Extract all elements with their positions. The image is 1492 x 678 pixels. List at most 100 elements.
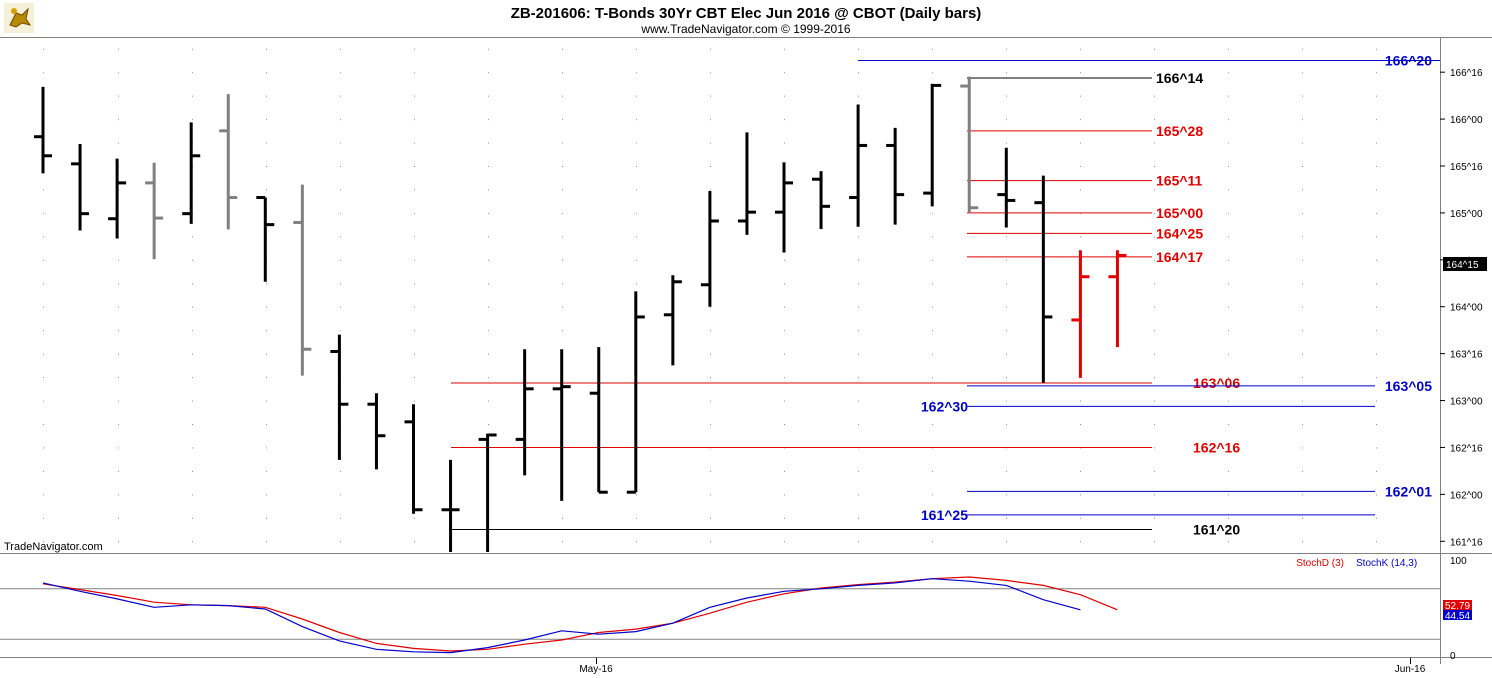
grid-dot xyxy=(1302,166,1303,167)
grid-dot xyxy=(1302,330,1303,332)
grid-dot xyxy=(1006,494,1007,496)
grid-dot xyxy=(43,377,44,379)
grid-dot xyxy=(340,517,341,519)
grid-dot xyxy=(1154,377,1155,379)
grid-dot xyxy=(562,259,563,261)
grid-dot xyxy=(562,166,563,167)
grid-dot xyxy=(340,306,341,308)
grid-dot xyxy=(858,306,859,308)
grid-dot xyxy=(1302,400,1303,402)
grid-dot xyxy=(636,95,637,97)
grid-dot xyxy=(858,517,859,519)
ohlc-bar xyxy=(71,144,90,231)
grid-dot xyxy=(488,330,489,332)
grid-dot xyxy=(784,95,785,97)
ohlc-bar xyxy=(108,158,127,239)
ohlc-bar xyxy=(849,104,868,227)
grid-dot xyxy=(488,95,489,97)
grid-dot xyxy=(784,494,785,496)
grid-dot xyxy=(1302,236,1303,238)
grid-dot xyxy=(118,517,119,519)
grid-dot xyxy=(932,283,933,285)
grid-dot xyxy=(1302,95,1303,97)
y-tick-label: 166^16 xyxy=(1450,68,1483,79)
grid-dot xyxy=(266,541,267,543)
level-label: 164^17 xyxy=(1156,249,1203,265)
grid-dot xyxy=(340,494,341,496)
grid-dot xyxy=(266,72,267,74)
grid-dot xyxy=(118,72,119,74)
grid-dot xyxy=(1154,119,1155,121)
grid-dot xyxy=(488,72,489,74)
grid-dot xyxy=(1006,517,1007,519)
grid-dot xyxy=(784,142,785,144)
grid-dot xyxy=(858,283,859,285)
grid-dot xyxy=(932,377,933,379)
stoch-k-line xyxy=(42,578,1081,654)
legend-stoch-k: StochK (14,3) xyxy=(1356,558,1417,569)
grid-dot xyxy=(1228,236,1229,238)
grid-dot xyxy=(1376,517,1377,519)
stoch-tick-0: 0 xyxy=(1450,651,1456,662)
grid-dot xyxy=(1154,306,1155,308)
grid-dot xyxy=(1302,306,1303,308)
grid-dot xyxy=(1376,494,1377,496)
y-tick-label: 163^00 xyxy=(1450,397,1483,408)
level-label: 161^20 xyxy=(1193,522,1240,538)
grid-dot xyxy=(1080,119,1081,121)
grid-dot xyxy=(43,447,44,449)
level-label: 162^16 xyxy=(1193,439,1240,455)
grid-dot xyxy=(710,494,711,496)
grid-dot xyxy=(710,95,711,97)
grid-dot xyxy=(562,72,563,74)
grid-dot xyxy=(118,400,119,402)
grid-dot xyxy=(1006,424,1007,425)
grid-dot xyxy=(340,142,341,144)
grid-dot xyxy=(1080,166,1081,167)
grid-dot xyxy=(784,541,785,543)
grid-dot xyxy=(414,189,415,191)
grid-dot xyxy=(562,283,563,285)
grid-dot xyxy=(118,424,119,425)
grid-dot xyxy=(636,494,637,496)
grid-dot xyxy=(784,424,785,425)
legend-stoch-d: StochD (3) xyxy=(1296,558,1344,569)
grid-dot xyxy=(1376,119,1377,121)
grid-dot xyxy=(710,377,711,379)
ohlc-bar xyxy=(367,393,386,470)
grid-dot xyxy=(414,119,415,121)
grid-dot xyxy=(784,72,785,74)
grid-dot xyxy=(784,259,785,261)
grid-dot xyxy=(340,236,341,238)
grid-dot xyxy=(1376,95,1377,97)
grid-dot xyxy=(1376,400,1377,402)
grid-dot xyxy=(784,330,785,332)
grid-dot xyxy=(1080,400,1081,402)
grid-dot xyxy=(1302,72,1303,74)
grid-dot xyxy=(43,330,44,332)
ohlc-bar xyxy=(1071,250,1090,378)
y-tick-label: 162^00 xyxy=(1450,490,1483,501)
x-tick-may: May-16 xyxy=(579,664,613,675)
grid-dot xyxy=(414,95,415,97)
grid-dot xyxy=(266,353,267,355)
grid-dot xyxy=(1006,236,1007,238)
grid-dot xyxy=(932,259,933,261)
grid-dot xyxy=(118,470,119,472)
grid-dot xyxy=(266,48,267,50)
level-label: 165^11 xyxy=(1156,173,1203,189)
grid-dot xyxy=(488,119,489,121)
grid-dot xyxy=(1006,72,1007,74)
grid-dot xyxy=(414,142,415,144)
grid-dot xyxy=(858,236,859,238)
grid-dot xyxy=(710,142,711,144)
grid-dot xyxy=(118,48,119,50)
grid-dot xyxy=(1376,283,1377,285)
grid-dot xyxy=(118,142,119,144)
grid-dot xyxy=(858,494,859,496)
grid-dot xyxy=(1376,189,1377,191)
grid-dot xyxy=(1376,470,1377,472)
grid-dot xyxy=(1376,259,1377,261)
grid-dot xyxy=(414,330,415,332)
grid-dot xyxy=(414,400,415,402)
